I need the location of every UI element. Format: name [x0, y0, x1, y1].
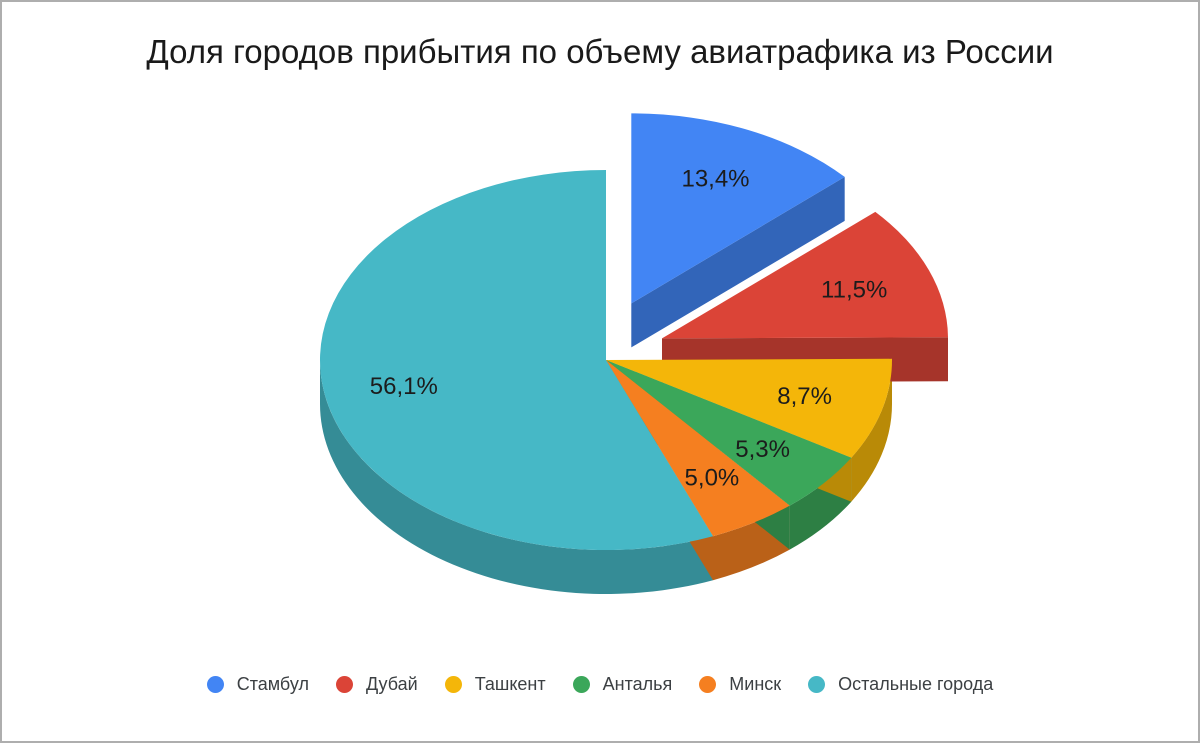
pie-slice-4[interactable] [606, 360, 852, 506]
legend-item-label: Дубай [365, 674, 418, 694]
legend-item-label: Остальные города [838, 674, 994, 694]
slice-value-label: 13,4% [681, 166, 749, 193]
legend-item-3[interactable]: Ташкент [444, 674, 546, 695]
pie-top-faces [319, 113, 948, 550]
slice-value-label: 5,0% [685, 464, 740, 491]
pie-slice-6[interactable] [319, 169, 713, 550]
legend-item-label: Минск [729, 674, 782, 694]
pie-slice-side [851, 360, 892, 502]
legend-color-dot [699, 676, 717, 693]
slice-value-label: 56,1% [370, 373, 438, 400]
legend-color-dot [335, 676, 353, 693]
chart-title: Доля городов прибытия по объему авиатраф… [146, 33, 1054, 70]
pie-slice-side [631, 176, 845, 348]
legend: Стамбул Дубай Ташкент Анталья Минск Остальные… [2, 674, 1198, 695]
legend-item-6[interactable]: Остальные города [808, 674, 993, 695]
pie-value-labels: 13,4% 11,5% 8,7% 5,3%5,0% 56,1% [370, 166, 888, 492]
pie-slice-3[interactable] [606, 358, 893, 458]
pie-slice-2[interactable] [662, 211, 948, 339]
slice-value-label: 8,7% [777, 383, 832, 410]
legend-color-dot [808, 676, 826, 693]
legend-item-label: Стамбул [236, 674, 309, 694]
legend-item-2[interactable]: Дубай [335, 674, 418, 695]
legend-color-dot [572, 676, 590, 693]
legend-item-1[interactable]: Стамбул [206, 674, 309, 695]
legend-item-5[interactable]: Минск [699, 674, 781, 695]
legend-item-label: Анталья [602, 674, 673, 694]
legend-item-label: Ташкент [474, 674, 546, 694]
legend-color-dot [444, 676, 462, 693]
legend-item-4[interactable]: Анталья [572, 674, 673, 695]
pie-slice-1[interactable] [631, 113, 845, 304]
slice-value-label: 5,3% [735, 436, 790, 463]
legend-color-dot [206, 676, 224, 693]
pie-slice-5[interactable] [606, 360, 790, 537]
slice-value-label: 11,5% [821, 276, 887, 303]
pie-slice-side [320, 360, 713, 594]
